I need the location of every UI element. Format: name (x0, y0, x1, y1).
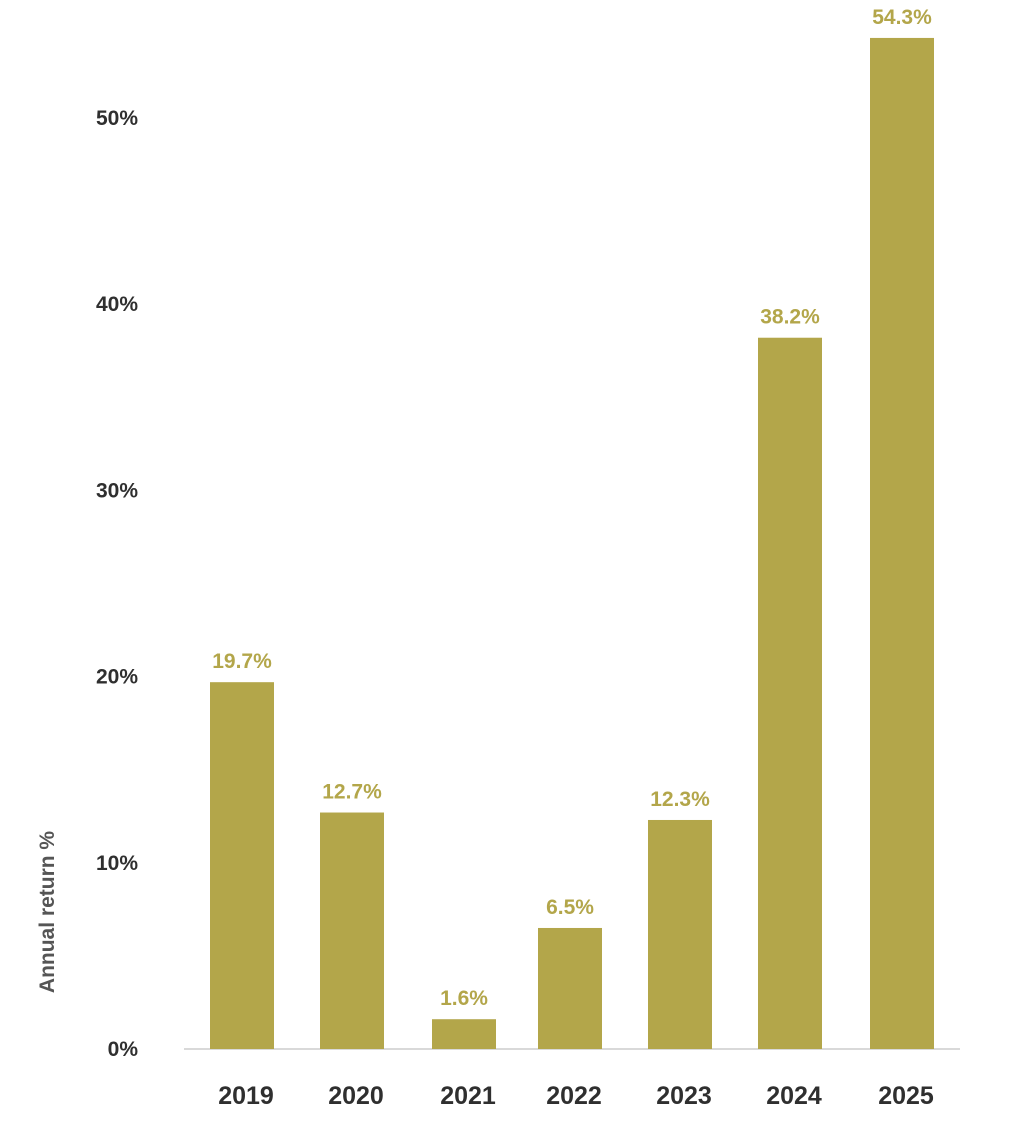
x-tick-label: 2021 (440, 1082, 496, 1110)
x-tick-label: 2025 (878, 1082, 934, 1110)
data-label: 19.7% (212, 650, 272, 673)
bar (210, 682, 274, 1049)
y-tick-label: 10% (96, 852, 138, 875)
data-label: 6.5% (546, 896, 594, 919)
y-tick-label: 50% (96, 107, 138, 130)
data-label: 54.3% (872, 6, 932, 29)
x-tick-label: 2019 (218, 1082, 274, 1110)
x-tick-label: 2022 (546, 1082, 602, 1110)
bar (870, 37, 934, 1049)
data-label: 1.6% (440, 987, 488, 1010)
bars: 19.7% 12.7% 1.6% 6.5% 12.3% 38.2% 54.3% (210, 6, 934, 1049)
x-tick-label: 2024 (766, 1082, 822, 1110)
data-label: 38.2% (760, 306, 820, 329)
x-axis-ticks: 2019 2020 2021 2022 2023 2024 2025 (218, 1082, 934, 1110)
bar (758, 337, 822, 1049)
x-tick-label: 2023 (656, 1082, 712, 1110)
data-label: 12.3% (650, 788, 710, 811)
y-axis-label: Annual return % (36, 831, 59, 994)
x-tick-label: 2020 (328, 1082, 384, 1110)
y-axis-ticks: 0% 10% 20% 30% 40% 50% (96, 107, 138, 1061)
y-tick-label: 20% (96, 666, 138, 689)
data-label: 12.7% (322, 781, 382, 804)
bar (538, 927, 602, 1049)
bar (648, 819, 712, 1049)
y-tick-label: 40% (96, 293, 138, 316)
y-tick-label: 30% (96, 479, 138, 502)
bar (320, 812, 384, 1049)
bar (432, 1019, 496, 1049)
y-tick-label: 0% (108, 1038, 139, 1061)
